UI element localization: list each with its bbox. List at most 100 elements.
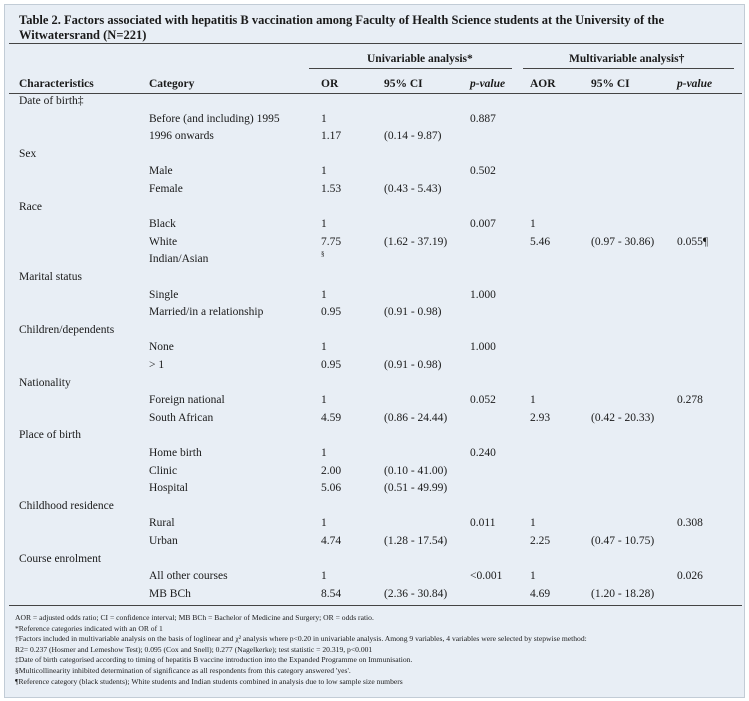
characteristic: Childhood residence: [19, 499, 114, 512]
cell: 1: [321, 394, 327, 407]
footnote: *Reference categories indicated with an …: [15, 623, 163, 633]
cell: (0.51 - 49.99): [384, 482, 448, 495]
cell: 0.95: [321, 306, 342, 319]
cell: 5.46: [530, 235, 551, 248]
table-title: Table 2. Factors associated with hepatit…: [19, 13, 664, 42]
cell: (0.14 - 9.87): [384, 130, 442, 143]
cell: Married/in a relationship: [149, 306, 264, 319]
cell: Foreign national: [149, 394, 225, 407]
cell: 0.308: [677, 517, 703, 530]
cell: 1: [321, 570, 327, 583]
characteristic: Place of birth: [19, 429, 81, 442]
footnote: R2= 0.237 (Hosmer and Lemeshow Test); 0.…: [15, 644, 373, 654]
cell: 1: [321, 447, 327, 459]
cell: 1: [530, 517, 536, 530]
cell: 0.887: [470, 112, 496, 125]
cell: §: [321, 250, 325, 259]
rule: [9, 43, 742, 44]
table-panel: Table 2. Factors associated with hepatit…: [4, 4, 745, 698]
cell: South African: [149, 411, 214, 424]
characteristic: Sex: [19, 147, 37, 160]
cell: > 1: [149, 359, 165, 371]
cell: All other courses: [149, 570, 228, 583]
cell: 4.69: [530, 587, 551, 600]
cell: (2.36 - 30.84): [384, 587, 448, 600]
cell: Male: [149, 165, 173, 178]
cell: (0.10 - 41.00): [384, 464, 448, 477]
characteristic: Race: [19, 200, 42, 213]
footnote: ¶Reference category (black students); Wh…: [15, 676, 403, 686]
cell: 8.54: [321, 587, 342, 600]
cell: 1: [530, 570, 536, 583]
cell: Female: [149, 183, 183, 195]
rule: [9, 93, 742, 94]
characteristic: Date of birth‡: [19, 95, 84, 107]
group-header: Univariable analysis*: [367, 53, 473, 65]
column-header: 95% CI: [384, 78, 423, 90]
characteristic: Children/dependents: [19, 323, 115, 336]
cell: <0.001: [470, 570, 503, 583]
cell: 0.502: [470, 165, 496, 178]
cell: 4.74: [321, 535, 342, 547]
column-header: AOR: [530, 78, 556, 90]
cell: 1: [321, 517, 327, 530]
rule: [9, 605, 742, 606]
column-header: p-value: [677, 78, 713, 90]
cell: (1.20 - 18.28): [591, 587, 655, 600]
cell: MB BCh: [149, 587, 191, 600]
cell: White: [149, 235, 178, 248]
cell: 1.000: [470, 288, 496, 301]
cell: (1.28 - 17.54): [384, 535, 448, 547]
cell: (0.91 - 0.98): [384, 359, 442, 371]
characteristic: Marital status: [19, 271, 82, 283]
rule: [523, 68, 734, 69]
cell: 2.25: [530, 535, 551, 547]
cell: Black: [149, 218, 176, 231]
column-header: OR: [321, 78, 339, 90]
cell: 1: [530, 218, 536, 231]
footnote: §Multicollinearity inhibited determinati…: [15, 666, 351, 675]
cell: 1: [321, 165, 327, 178]
cell: 7.75: [321, 235, 342, 248]
cell: 1: [321, 341, 327, 354]
cell: 2.93: [530, 411, 551, 424]
cell: (0.97 - 30.86): [591, 235, 655, 248]
cell: 5.06: [321, 482, 342, 495]
cell: Home birth: [149, 447, 202, 459]
cell: 0.95: [321, 359, 342, 371]
cell: Hospital: [149, 482, 188, 495]
cell: 1.17: [321, 130, 342, 143]
cell: 4.59: [321, 411, 342, 424]
cell: Before (and including) 1995: [149, 112, 280, 125]
cell: Urban: [149, 535, 178, 547]
cell: 1: [530, 394, 536, 407]
cell: Single: [149, 288, 179, 301]
cell: 0.052: [470, 394, 496, 407]
column-header: Characteristics: [19, 78, 94, 90]
footnote: ‡Date of birth categorised according to …: [15, 655, 413, 665]
cell: None: [149, 341, 174, 354]
cell: 0.026: [677, 570, 703, 583]
cell: (0.42 - 20.33): [591, 411, 655, 424]
cell: 0.240: [470, 447, 496, 459]
cell: 0.011: [470, 517, 496, 530]
cell: 1: [321, 288, 327, 301]
rule: [309, 68, 512, 69]
cell: (0.43 - 5.43): [384, 183, 442, 195]
cell: 0.055¶: [677, 235, 709, 248]
column-header: p-value: [470, 78, 506, 90]
cell: Indian/Asian: [149, 253, 209, 266]
cell: Rural: [149, 517, 175, 530]
cell: (0.91 - 0.98): [384, 306, 442, 319]
cell: Clinic: [149, 464, 178, 477]
column-header: Category: [149, 78, 195, 90]
cell: (0.86 - 24.44): [384, 411, 448, 424]
footnote: AOR = adjusted odds ratio; CI = confiden…: [15, 613, 374, 622]
characteristic: Nationality: [19, 376, 71, 389]
cell: 1996 onwards: [149, 130, 214, 143]
cell: 2.00: [321, 464, 342, 477]
group-header: Multivariable analysis†: [569, 53, 685, 65]
cell: 0.278: [677, 394, 703, 407]
cell: 1.000: [470, 341, 496, 354]
column-header: 95% CI: [591, 78, 630, 90]
